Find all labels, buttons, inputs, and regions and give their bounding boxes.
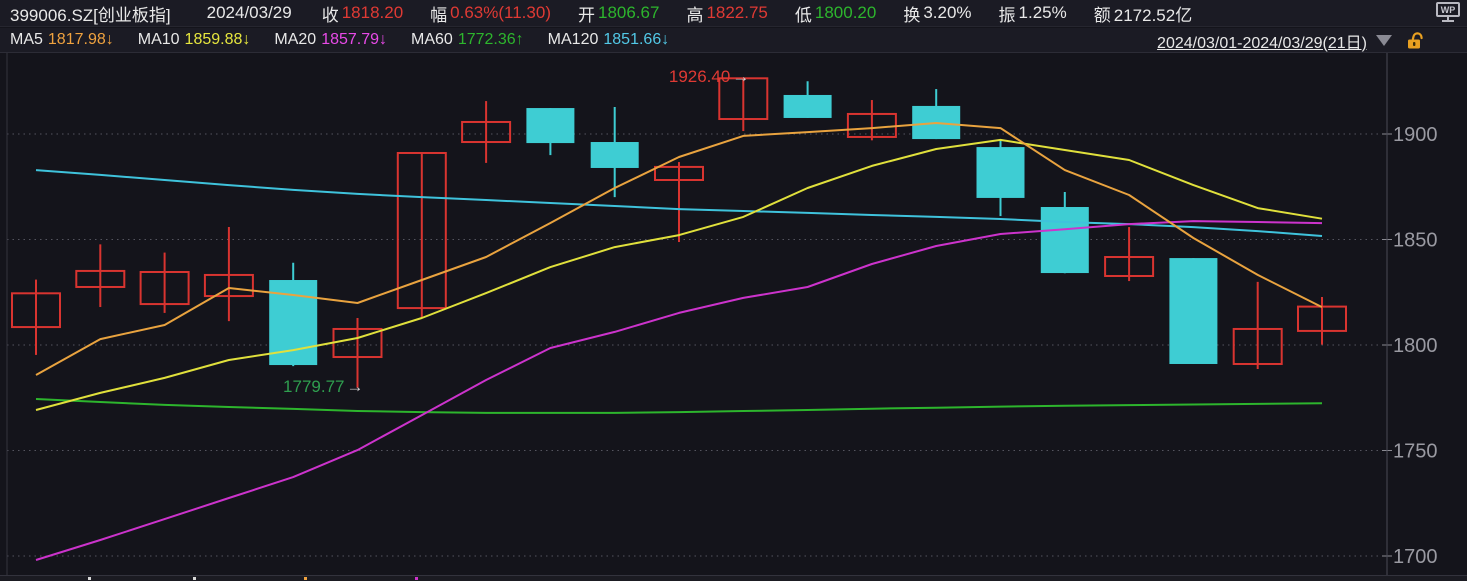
lower-pane-mark-3 bbox=[415, 577, 418, 580]
candle-body bbox=[75, 269, 126, 288]
high-price-label: 1926.40 bbox=[668, 67, 731, 87]
ma10-readout: MA10 1859.88 ↓ bbox=[137, 31, 251, 48]
candle-body bbox=[1169, 258, 1218, 364]
candle-2024-03-01[interactable] bbox=[11, 279, 61, 355]
date-range-selector[interactable]: 2024/03/01-2024/03/29(21日) bbox=[1157, 28, 1423, 53]
candle-body bbox=[976, 147, 1025, 198]
ma-indicator-bar: MA5 1817.98 ↓ MA10 1859.88 ↓ MA20 1857.7… bbox=[0, 28, 1467, 53]
quote-field-close: 收 1818.20 bbox=[321, 3, 404, 25]
candle-body bbox=[1232, 327, 1283, 365]
candle-2024-03-22[interactable] bbox=[976, 139, 1025, 217]
low-price-label: 1779.77 bbox=[283, 376, 345, 396]
ma120-readout: MA120 1851.66 ↓ bbox=[547, 31, 670, 48]
quote-date: 2024/03/29 bbox=[206, 3, 292, 22]
candle-body bbox=[203, 273, 254, 298]
down-arrow-icon: ↓ bbox=[242, 31, 251, 48]
quote-header-bar: 399006.SZ[创业板指] 2024/03/29 收 1818.20 幅 0… bbox=[0, 0, 1467, 27]
high-price-annotation: 1926.40 → bbox=[669, 67, 749, 87]
lower-pane-strip bbox=[0, 576, 1467, 581]
ma60-readout: MA60 1772.36 ↑ bbox=[411, 31, 524, 48]
candle-2024-03-25[interactable] bbox=[1040, 192, 1089, 274]
candle-body bbox=[590, 142, 639, 168]
ma5-readout: MA5 1817.98 ↓ bbox=[10, 31, 114, 48]
y-axis-label-1750: 1750 bbox=[1393, 441, 1438, 463]
lower-pane-mark-0 bbox=[88, 577, 91, 580]
candle-2024-03-05[interactable] bbox=[139, 252, 190, 313]
ma20-line bbox=[35, 220, 1323, 561]
low-price-annotation: 1779.77 → bbox=[283, 377, 363, 397]
quote-field-change: 幅 0.63%(11.30) bbox=[430, 3, 551, 25]
candle-2024-03-29[interactable] bbox=[1297, 296, 1347, 345]
candle-2024-03-14[interactable] bbox=[590, 106, 639, 198]
candle-body bbox=[1040, 207, 1089, 274]
candle-2024-03-19[interactable] bbox=[783, 81, 832, 118]
y-axis-label-1850: 1850 bbox=[1393, 230, 1438, 252]
symbol-title: 399006.SZ[创业板指] bbox=[10, 5, 171, 25]
right-arrow-icon: → bbox=[346, 376, 364, 396]
quote-field-low: 低 1800.20 bbox=[794, 3, 877, 25]
candle-2024-03-15[interactable] bbox=[654, 162, 704, 243]
candle-body bbox=[396, 151, 447, 310]
unlock-icon[interactable] bbox=[1406, 31, 1423, 50]
lower-pane-mark-1 bbox=[193, 577, 196, 580]
quote-field-turnover: 换 3.20% bbox=[903, 3, 972, 25]
ma10-line bbox=[35, 138, 1323, 411]
quote-field-high: 高 1822.75 bbox=[686, 3, 768, 25]
wp-logo-icon: WP bbox=[1435, 2, 1461, 25]
candle-body bbox=[654, 165, 704, 181]
candle-body bbox=[783, 94, 832, 118]
date-range-label[interactable]: 2024/03/01-2024/03/29(21日) bbox=[1157, 34, 1367, 52]
y-axis-label-1700: 1700 bbox=[1393, 546, 1438, 568]
candle-body bbox=[526, 108, 575, 144]
ma120-line bbox=[35, 169, 1323, 237]
ma60-line bbox=[35, 398, 1323, 414]
candle-2024-03-06[interactable] bbox=[203, 227, 254, 322]
ma20-readout: MA20 1857.79 ↓ bbox=[274, 31, 388, 48]
candle-body bbox=[139, 270, 190, 306]
ma5-line bbox=[35, 122, 1323, 376]
down-arrow-icon: ↓ bbox=[105, 31, 114, 48]
chevron-down-icon[interactable] bbox=[1376, 35, 1392, 46]
quote-field-amplitude: 振 1.25% bbox=[998, 3, 1067, 25]
candle-body bbox=[718, 77, 769, 121]
up-arrow-icon: ↑ bbox=[515, 31, 524, 48]
y-axis-label-1900: 1900 bbox=[1393, 124, 1438, 146]
y-axis-label-1800: 1800 bbox=[1393, 335, 1438, 357]
candle-2024-03-26[interactable] bbox=[1104, 227, 1155, 282]
candle-2024-03-27[interactable] bbox=[1169, 258, 1218, 364]
candle-body bbox=[11, 292, 61, 329]
candle-2024-03-21[interactable] bbox=[912, 89, 961, 140]
candle-2024-03-04[interactable] bbox=[75, 244, 126, 308]
quote-field-amount: 额 2172.52亿 bbox=[1093, 5, 1193, 25]
down-arrow-icon: ↓ bbox=[379, 31, 388, 48]
candle-2024-03-28[interactable] bbox=[1232, 281, 1283, 370]
candle-2024-03-18[interactable] bbox=[718, 77, 769, 132]
candle-2024-03-13[interactable] bbox=[526, 108, 575, 156]
right-arrow-icon: → bbox=[732, 67, 750, 87]
candle-body bbox=[461, 120, 512, 144]
candle-2024-03-11[interactable] bbox=[396, 151, 447, 318]
lower-pane-mark-2 bbox=[304, 577, 307, 580]
candle-2024-03-12[interactable] bbox=[461, 101, 512, 163]
candle-body bbox=[1104, 256, 1155, 278]
quote-field-open: 开 1806.67 bbox=[577, 3, 660, 25]
down-arrow-icon: ↓ bbox=[661, 31, 670, 48]
